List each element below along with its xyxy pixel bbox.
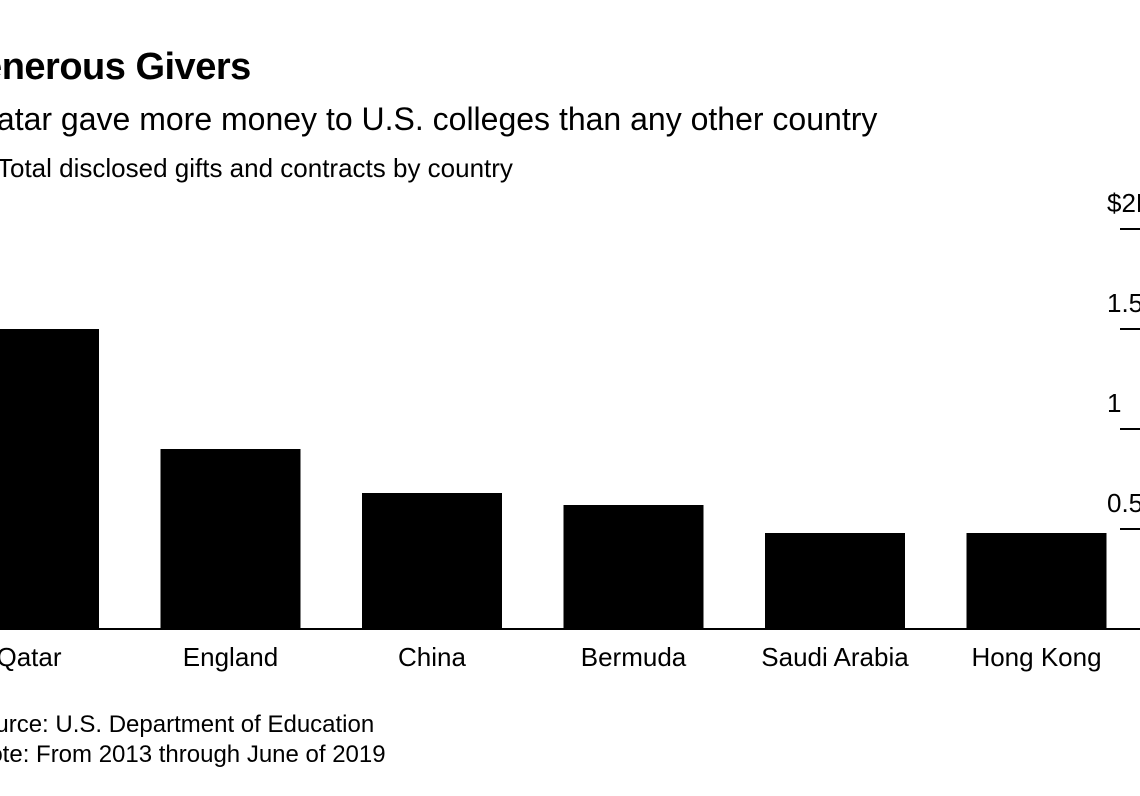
bar-england bbox=[160, 449, 301, 629]
bar-saudi-arabia bbox=[765, 533, 905, 629]
y-tick-label: $2B bbox=[1107, 188, 1140, 218]
bar-chart: Qatar England China Bermuda Saudi Arabia Hong… bbox=[0, 188, 1140, 672]
y-tick-label: 1.5 bbox=[1107, 288, 1140, 318]
x-tick-label: Hong Kong bbox=[971, 642, 1101, 672]
bar-china bbox=[362, 493, 502, 629]
date-note: Note: From 2013 through June of 2019 bbox=[0, 741, 386, 768]
x-tick-label: Qatar bbox=[0, 642, 62, 672]
chart-title: Generous Givers bbox=[0, 46, 251, 88]
y-tick-label: 0.5 bbox=[1107, 488, 1140, 518]
x-tick-label: China bbox=[398, 642, 466, 672]
bar-qatar bbox=[0, 329, 99, 629]
x-tick-label: England bbox=[183, 642, 278, 672]
source-note: Source: U.S. Department of Education bbox=[0, 711, 375, 738]
chart-subtitle: Qatar gave more money to U.S. colleges t… bbox=[0, 101, 878, 137]
chart-description: Total disclosed gifts and contracts by c… bbox=[0, 153, 513, 183]
bar-hong-kong bbox=[966, 533, 1107, 629]
bar-bermuda bbox=[563, 505, 704, 629]
x-tick-label: Saudi Arabia bbox=[761, 642, 909, 672]
x-tick-label: Bermuda bbox=[581, 642, 687, 672]
y-tick-label: 1 bbox=[1107, 388, 1121, 418]
